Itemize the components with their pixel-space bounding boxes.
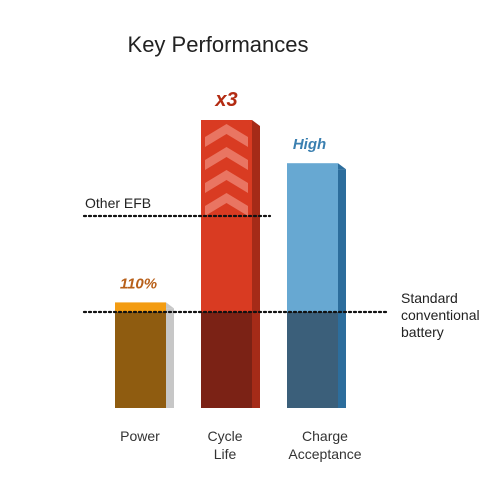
standard-battery-label: Standard [401, 290, 458, 306]
charge-acceptance-bar-side-cap [338, 163, 346, 170]
power-bar-base [115, 312, 166, 408]
bars-layer [115, 120, 346, 408]
power-bar-side [166, 308, 174, 408]
reference-lines-layer [82, 214, 390, 314]
charge-acceptance-bar [287, 163, 338, 312]
standard-battery-label: conventional [401, 307, 480, 323]
power-category-label: Power [120, 428, 160, 444]
charge-acceptance-category-label: Charge [302, 428, 348, 444]
cycle-life-category-label: Cycle [207, 428, 242, 444]
cycle-life-value-label: x3 [214, 89, 237, 111]
power-bar-side-cap [166, 302, 174, 309]
standard-battery-label: battery [401, 324, 444, 340]
cycle-life-bar-side [252, 126, 260, 408]
cycle-life-chevron [205, 124, 248, 147]
cycle-life-category-label: Life [214, 446, 237, 462]
power-bar [115, 302, 166, 312]
charge-acceptance-value-label: High [293, 136, 326, 153]
other-efb-label: Other EFB [85, 195, 151, 211]
cycle-life-bar-side-cap [252, 120, 260, 126]
cycle-life-bar-base [201, 312, 252, 408]
charge-acceptance-bar-side [338, 169, 346, 408]
cycle-life-chevron [205, 170, 248, 193]
power-value-label: 110% [120, 275, 157, 292]
cycle-life-chevron [205, 193, 248, 216]
charge-acceptance-bar-base [287, 312, 338, 408]
labels-layer: 110% Power x3 Cycle Life High Charge Acceptance… [85, 89, 480, 462]
chart-title: Key Performances [128, 32, 309, 57]
charge-acceptance-category-label: Acceptance [288, 446, 361, 462]
cycle-life-chevron [205, 147, 248, 170]
